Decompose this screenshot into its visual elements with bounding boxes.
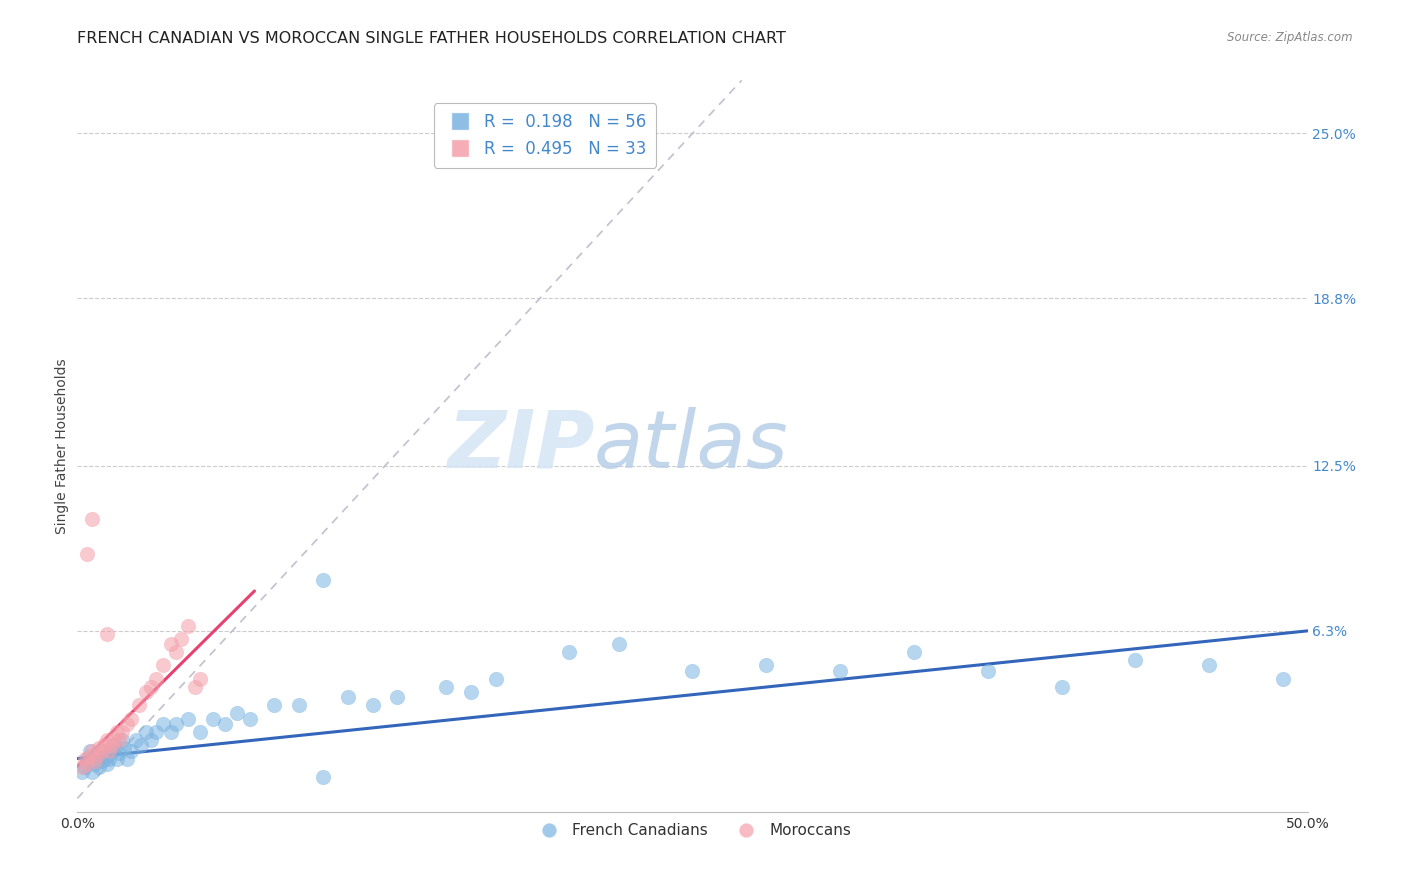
Point [312,770,335,784]
Text: FRENCH CANADIAN VS MOROCCAN SINGLE FATHER HOUSEHOLDS CORRELATION CHART: FRENCH CANADIAN VS MOROCCAN SINGLE FATHE… [77,31,786,46]
Point [70,764,93,779]
Point [93,738,115,752]
Point [385,690,409,705]
Point [1198,658,1220,673]
Point [108,732,131,747]
Point [135,725,157,739]
Point [96,626,118,640]
Point [96,756,118,771]
Point [160,725,183,739]
Point [86,748,108,763]
Point [115,717,138,731]
Point [98,743,121,757]
Point [83,756,105,771]
Point [112,740,135,755]
Point [188,725,212,739]
Point [288,698,311,713]
Point [361,698,384,713]
Point [73,751,96,765]
Point [90,743,114,757]
Point [103,738,125,752]
Point [226,706,249,721]
Point [214,717,236,731]
Point [312,574,335,588]
Point [96,732,118,747]
Point [977,664,1000,678]
Point [485,672,508,686]
Point [90,754,114,768]
Point [682,664,704,678]
Point [128,698,150,713]
Point [98,751,121,765]
Point [755,658,778,673]
Point [125,732,148,747]
Point [86,748,108,763]
Point [76,751,98,765]
Point [558,645,581,659]
Point [460,685,482,699]
Text: atlas: atlas [595,407,789,485]
Point [79,748,101,763]
Point [82,764,104,779]
Point [89,740,111,755]
Point [188,672,212,686]
Point [337,690,360,705]
Point [70,759,93,773]
Text: Source: ZipAtlas.com: Source: ZipAtlas.com [1227,31,1353,45]
Point [76,756,98,771]
Point [141,732,163,747]
Point [152,658,174,673]
Point [263,698,285,713]
Point [1050,680,1073,694]
Point [121,743,143,757]
Point [177,618,200,632]
Point [170,632,193,646]
Point [135,685,157,699]
Point [436,680,458,694]
Text: ZIP: ZIP [447,407,595,485]
Point [82,743,104,757]
Point [903,645,925,659]
Y-axis label: Single Father Households: Single Father Households [55,359,69,533]
Point [830,664,852,678]
Point [1125,653,1147,667]
Point [83,754,105,768]
Point [239,712,262,726]
Point [93,748,115,763]
Point [1272,672,1295,686]
Point [101,743,124,757]
Point [141,680,163,694]
Point [111,732,132,747]
Point [108,746,131,760]
Point [201,712,224,726]
Point [89,759,111,773]
Point [105,725,128,739]
Point [145,725,167,739]
Point [101,738,124,752]
Point [145,672,167,686]
Point [160,637,183,651]
Point [165,645,187,659]
Point [73,759,96,773]
Point [184,680,207,694]
Point [152,717,174,731]
Point [121,712,143,726]
Point [76,547,98,561]
Point [90,743,114,757]
Point [103,732,125,747]
Point [115,751,138,765]
Legend: French Canadians, Moroccans: French Canadians, Moroccans [527,817,858,845]
Point [105,751,128,765]
Point [111,725,132,739]
Point [129,738,153,752]
Point [79,743,101,757]
Point [177,712,200,726]
Point [165,717,187,731]
Point [607,637,630,651]
Point [82,512,104,526]
